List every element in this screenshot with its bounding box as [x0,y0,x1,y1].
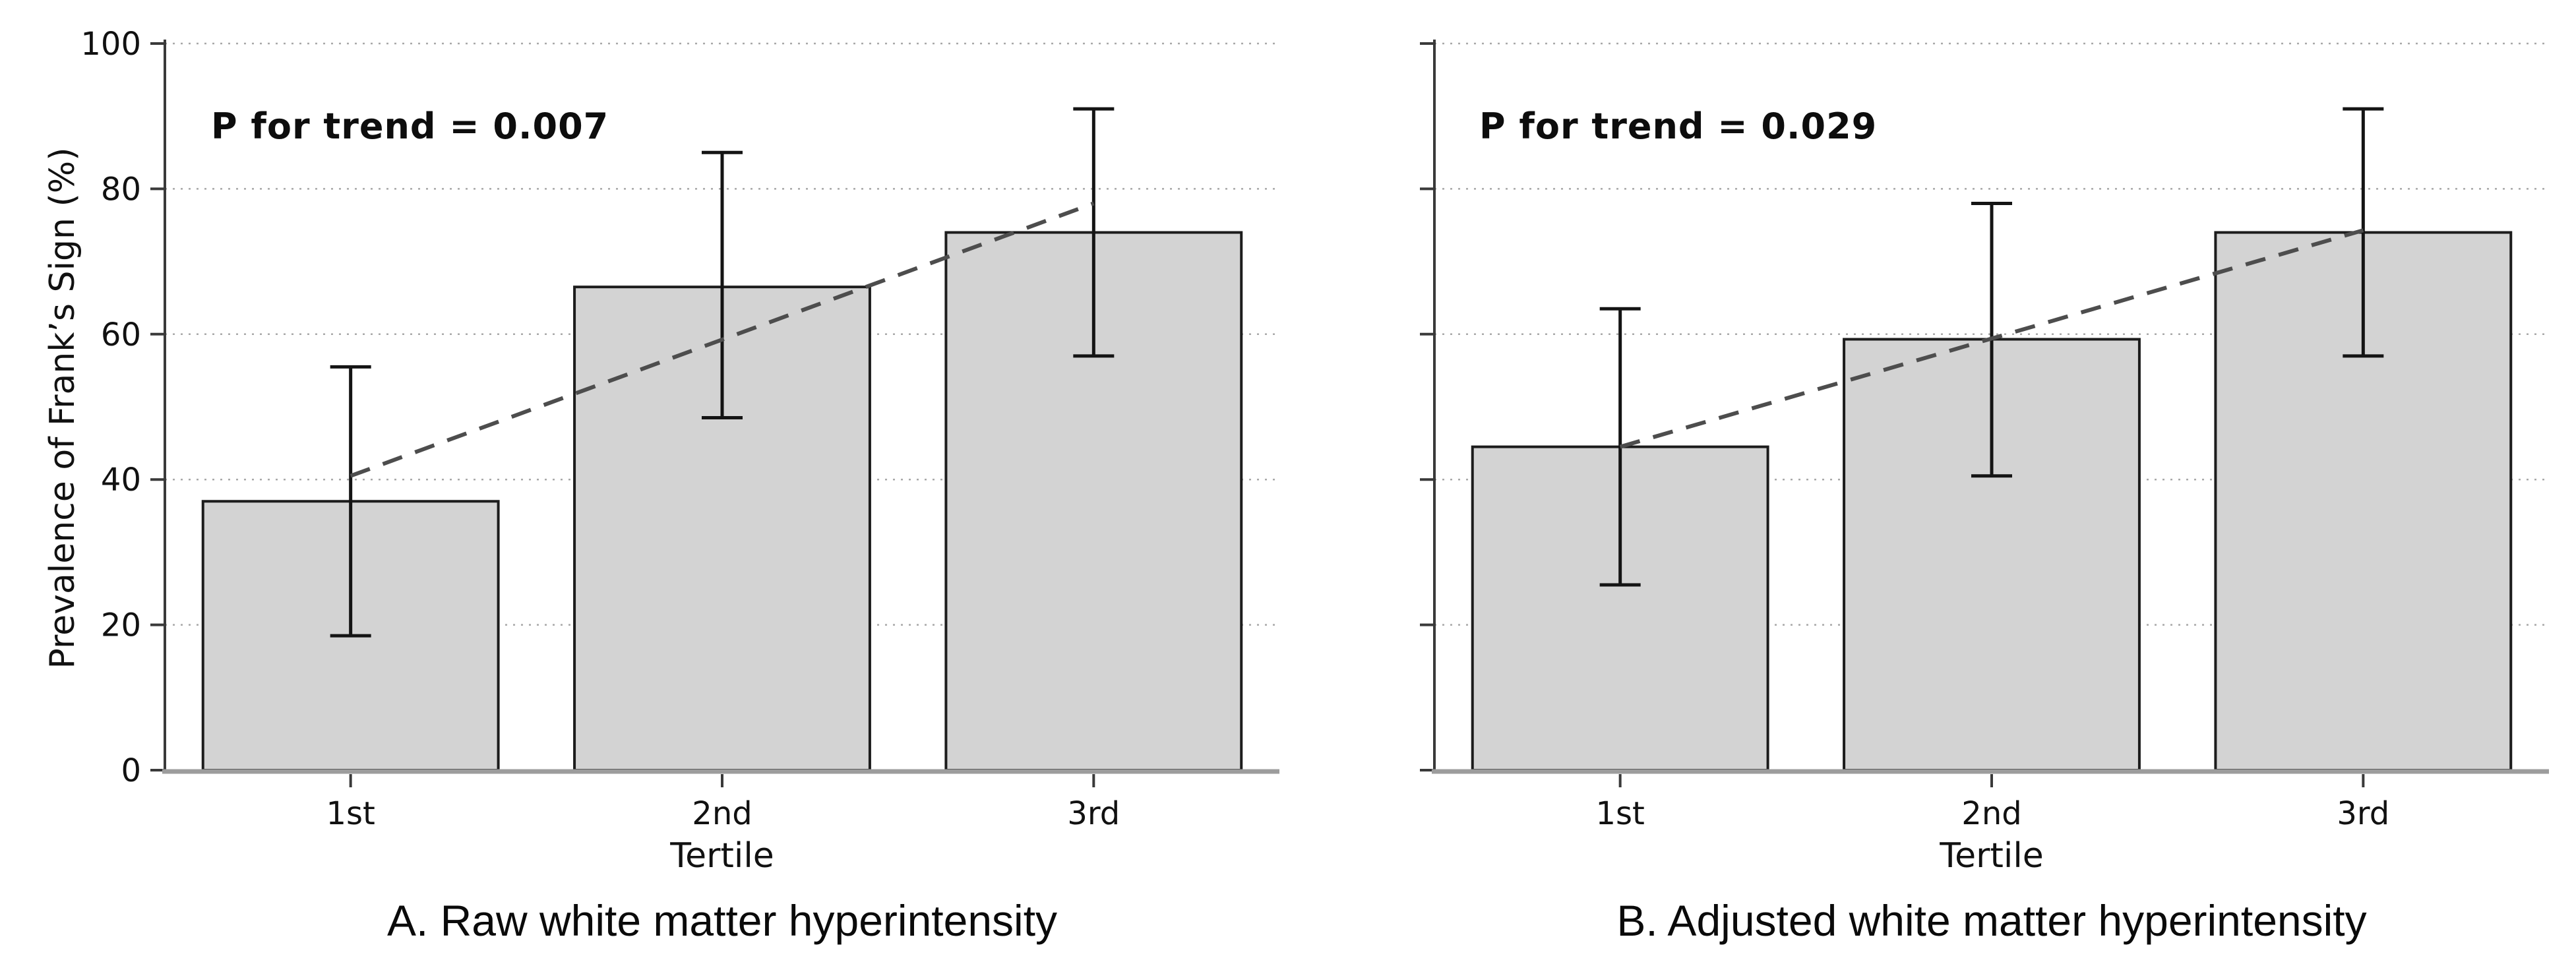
panel-caption-a: A. Raw white matter hyperintensity [386,896,1058,945]
error-bar-3rd [1073,107,1115,358]
x-tick-label-1st: 1st [1595,795,1644,832]
bar-chart-a: 0 20 40 60 80 100 1st 2nd 3rd [80,26,1279,832]
y-tick-label-40: 40 [101,462,141,498]
y-tick-label-60: 60 [101,317,141,353]
y-tick-label-20: 20 [101,607,141,644]
y-tick-label-80: 80 [101,171,141,208]
x-tick-label-2nd: 2nd [692,795,752,832]
x-tick-label-3rd: 3rd [1067,795,1120,832]
p-for-trend-annotation-b: P for trend = 0.029 [1479,106,1878,147]
y-axis-label: Prevalence of Frank’s Sign (%) [43,147,82,669]
x-tick-label-1st: 1st [326,795,375,832]
panel-b-adjusted-wmh: 1st 2nd 3rd P for trend = 0.029 Tertile B.… [1288,0,2576,966]
panel-a-raw-wmh: 0 20 40 60 80 100 1st 2nd 3rd Prevalence of Fran… [43,26,1279,945]
x-axis-label-b: Tertile [1940,836,2044,876]
y-tick-label-0: 0 [121,752,141,789]
p-for-trend-annotation-a: P for trend = 0.007 [211,106,609,147]
panel-caption-b: B. Adjusted white matter hyperintensity [1616,896,2367,945]
error-bar-3rd [2343,107,2384,358]
error-bar-2nd [702,150,743,420]
trend-line [350,201,1095,478]
x-tick-label-3rd: 3rd [2337,795,2389,832]
error-bar-1st [330,365,371,638]
x-axis-label-a: Tertile [670,836,774,876]
y-tick-label-100: 100 [80,26,141,63]
x-tick-label-2nd: 2nd [1961,795,2021,832]
trend-line [1619,228,2364,449]
bar-chart-b: 1st 2nd 3rd [1420,40,2549,832]
